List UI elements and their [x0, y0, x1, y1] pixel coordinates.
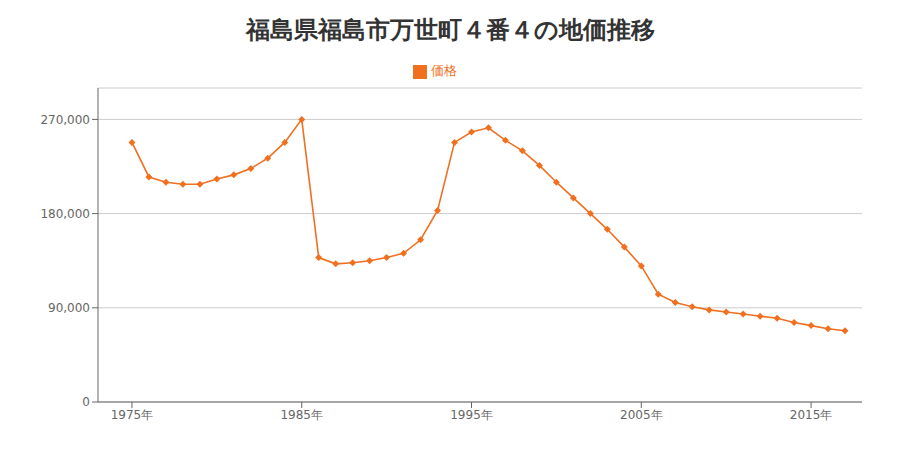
svg-text:180,000: 180,000: [40, 207, 90, 221]
svg-text:90,000: 90,000: [48, 301, 90, 315]
html-text:価格: 価格: [431, 63, 457, 78]
svg-text:1985年: 1985年: [280, 408, 323, 422]
svg-text:1975年: 1975年: [111, 408, 154, 422]
html-text:福島県福島市万世町４番４の地価推移: 福島県福島市万世町４番４の地価推移: [245, 16, 655, 44]
svg-text:2005年: 2005年: [620, 408, 663, 422]
svg-text:270,000: 270,000: [40, 113, 90, 127]
svg-text:2015年: 2015年: [790, 408, 833, 422]
svg-text:0: 0: [82, 395, 90, 409]
svg-text:1995年: 1995年: [450, 408, 493, 422]
